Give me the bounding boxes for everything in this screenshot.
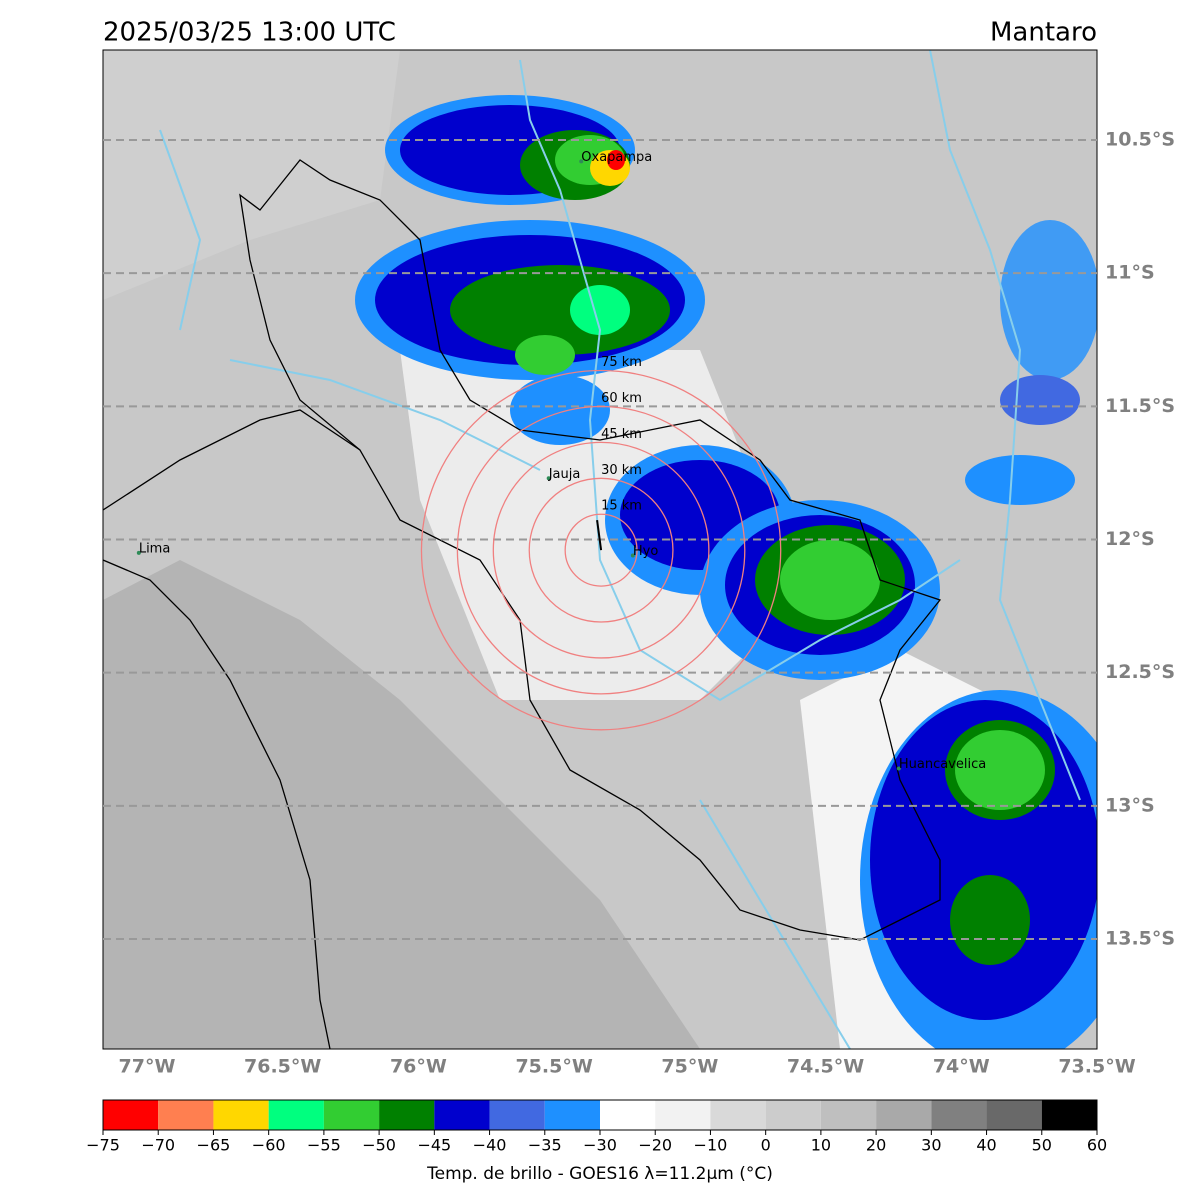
city-label: Oxapampa	[581, 150, 652, 165]
map-image	[103, 50, 1097, 1049]
colorbar-label: Temp. de brillo - GOES16 λ=11.2μm (°C)	[426, 1164, 773, 1184]
lon-tick-label: 76°W	[390, 1056, 447, 1078]
colorbar-tick-label: 20	[866, 1136, 886, 1155]
city-dot	[630, 553, 635, 558]
colorbar-tick-label: 10	[811, 1136, 831, 1155]
colorbar-swatch	[379, 1100, 435, 1130]
city-dot	[546, 476, 551, 481]
lon-tick-label: 75°W	[661, 1056, 718, 1078]
colorbar-tick-label: 50	[1032, 1136, 1052, 1155]
colorbar-swatch	[213, 1100, 269, 1130]
range-ring	[492, 441, 710, 659]
ring-label: 60 km	[601, 391, 642, 406]
colorbar-tick-label: −30	[583, 1136, 617, 1155]
colorbar-swatch	[544, 1100, 600, 1130]
lon-tick-label: 74.5°W	[787, 1056, 864, 1078]
city-dot	[136, 550, 141, 555]
region: Mantaro	[990, 18, 1097, 48]
colorbar-tick-label: 60	[1087, 1136, 1107, 1155]
colorbar-tick-label: −20	[638, 1136, 672, 1155]
colorbar-tick-label: 30	[921, 1136, 941, 1155]
city-label: Huancavelica	[899, 757, 986, 772]
colorbar-swatch	[103, 1100, 159, 1130]
colorbar-swatch	[434, 1100, 490, 1130]
lon-tick-label: 73.5°W	[1058, 1056, 1135, 1078]
map-frame	[102, 49, 1098, 1050]
lat-tick-label: 13.5°S	[1105, 928, 1175, 950]
lon-tick-label: 77°W	[119, 1056, 176, 1078]
colorbar-swatch	[765, 1100, 821, 1130]
colorbar-swatch	[931, 1100, 987, 1130]
colorbar-tick-label: −45	[417, 1136, 451, 1155]
colorbar-tick-label: −55	[307, 1136, 341, 1155]
colorbar-swatch	[489, 1100, 545, 1130]
colorbar-swatch	[1041, 1100, 1097, 1130]
range-ring	[420, 369, 782, 731]
colorbar-swatch	[710, 1100, 766, 1130]
colorbar-tick-label: −65	[197, 1136, 231, 1155]
lon-tick-label: 74°W	[933, 1056, 990, 1078]
colorbar-tick-label: −10	[694, 1136, 728, 1155]
colorbar-tick-label: −50	[362, 1136, 396, 1155]
colorbar-tick-label: −35	[528, 1136, 562, 1155]
city-label: Jauja	[548, 467, 581, 482]
colorbar-swatch	[600, 1100, 656, 1130]
colorbar-swatch	[876, 1100, 932, 1130]
ring-label: 75 km	[601, 355, 642, 370]
city-dot	[896, 766, 901, 771]
colorbar-tick-label: −40	[473, 1136, 507, 1155]
colorbar-swatch	[655, 1100, 711, 1130]
radar-marker	[596, 520, 603, 551]
ring-label: 15 km	[601, 499, 642, 514]
lat-tick-label: 12°S	[1105, 528, 1155, 550]
city-label: Hyo	[633, 544, 658, 559]
lon-tick-label: 76.5°W	[244, 1056, 321, 1078]
colorbar-swatch	[158, 1100, 214, 1130]
lon-tick-label: 75.5°W	[515, 1056, 592, 1078]
colorbar-swatch	[986, 1100, 1042, 1130]
colorbar-swatch	[820, 1100, 877, 1130]
range-ring	[456, 405, 746, 695]
title: 2025/03/25 13:00 UTC	[103, 18, 396, 48]
range-ring	[564, 513, 638, 587]
colorbar-swatch	[323, 1100, 380, 1130]
ring-label: 30 km	[601, 463, 642, 478]
colorbar-tick-label: −60	[252, 1136, 286, 1155]
colorbar-tick-label: −70	[141, 1136, 175, 1155]
colorbar-tick-label: 0	[761, 1136, 771, 1155]
colorbar-tick-label: 40	[976, 1136, 996, 1155]
lat-tick-label: 11.5°S	[1105, 395, 1175, 417]
lat-tick-label: 10.5°S	[1105, 129, 1175, 151]
lat-tick-label: 12.5°S	[1105, 661, 1175, 683]
city-dot	[579, 159, 584, 164]
colorbar-swatch	[268, 1100, 324, 1130]
city-label: Lima	[139, 541, 170, 556]
lat-tick-label: 13°S	[1105, 794, 1155, 816]
lat-tick-label: 11°S	[1105, 262, 1155, 284]
range-ring	[528, 477, 674, 623]
ring-label: 45 km	[601, 427, 642, 442]
colorbar-tick-label: −75	[86, 1136, 120, 1155]
